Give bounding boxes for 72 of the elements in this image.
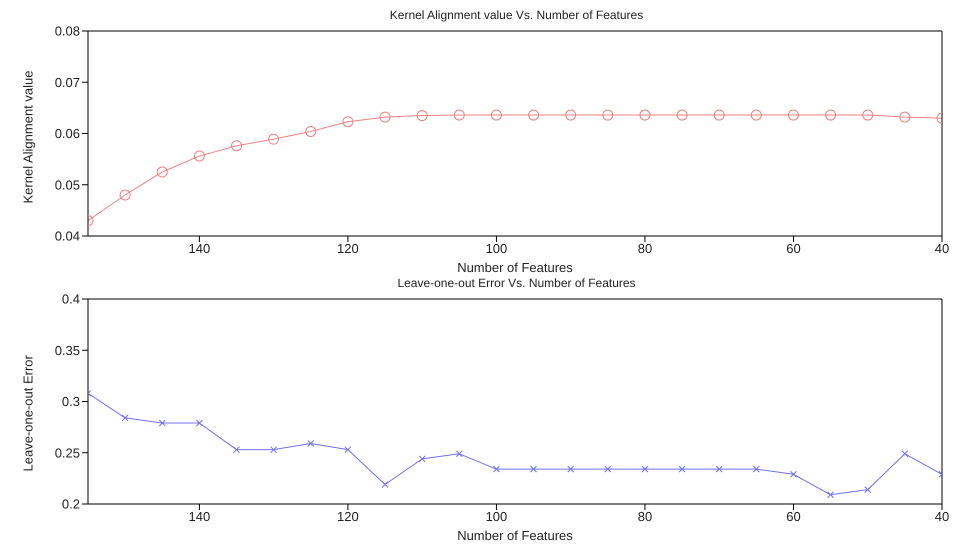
x-tick-label: 40	[934, 509, 950, 524]
point	[567, 466, 574, 473]
x-tick-label: 100	[486, 509, 508, 524]
point	[456, 450, 463, 458]
point	[602, 110, 614, 121]
point	[752, 466, 760, 473]
point	[604, 466, 612, 473]
point	[788, 110, 799, 121]
point	[790, 470, 797, 478]
y-tick-label: 0.2	[62, 496, 80, 512]
point	[492, 466, 500, 473]
point	[194, 150, 205, 162]
y-tick-label: 0.4	[62, 292, 80, 307]
y-tick-label: 0.04	[54, 228, 80, 244]
x-axis-title: Number of Features	[457, 528, 574, 543]
point	[750, 110, 762, 121]
point	[862, 110, 874, 121]
point	[714, 110, 725, 121]
point	[418, 455, 426, 462]
y-tick-label: 0.35	[54, 342, 80, 358]
point	[864, 486, 872, 494]
point	[231, 140, 242, 152]
x-tick-label: 120	[337, 241, 359, 256]
y-tick-label: 0.06	[54, 126, 80, 142]
x-tick-label: 140	[188, 509, 210, 524]
x-tick-label: 120	[337, 509, 359, 524]
point	[641, 466, 648, 473]
x-tick-label: 80	[638, 509, 652, 524]
chart-title: Leave-one-out Error Vs. Number of Features	[396, 276, 637, 292]
point	[268, 134, 280, 145]
x-tick-label: 80	[638, 241, 652, 256]
x-tick-label: 40	[934, 241, 950, 256]
x-axis-title: Number of Features	[457, 260, 574, 275]
y-tick-label: 0.3	[62, 394, 80, 410]
y-axis-title: Kernel Alignment value	[20, 70, 36, 204]
y-tick-label: 0.08	[54, 24, 80, 39]
point	[827, 491, 834, 498]
point	[120, 190, 131, 200]
x-tick-label: 140	[188, 241, 210, 256]
point	[676, 110, 688, 121]
point	[899, 112, 910, 123]
x-tick-label: 60	[786, 509, 801, 524]
point	[639, 110, 650, 121]
point	[490, 110, 502, 121]
point	[305, 126, 316, 137]
point	[416, 110, 428, 122]
point	[270, 446, 278, 454]
x-tick-label: 100	[486, 241, 508, 256]
y-tick-label: 0.25	[54, 445, 80, 460]
point	[716, 466, 723, 473]
y-tick-label: 0.07	[54, 74, 80, 90]
x-tick-label: 60	[786, 241, 801, 256]
chart-title: Kernel Alignment value Vs. Number of Features	[388, 8, 644, 24]
point	[678, 466, 686, 473]
point	[156, 166, 168, 178]
point	[158, 420, 166, 427]
point	[380, 112, 391, 123]
point	[528, 110, 540, 121]
point	[901, 450, 908, 458]
point	[344, 446, 352, 454]
point	[196, 420, 203, 427]
point	[342, 116, 354, 128]
point	[122, 414, 129, 422]
point	[307, 440, 314, 448]
y-axis-title: Leave-one-out Error	[20, 354, 36, 472]
y-tick-label: 0.05	[54, 177, 80, 192]
point	[825, 110, 836, 121]
point	[233, 446, 240, 454]
point	[530, 466, 538, 473]
point	[382, 481, 389, 488]
point	[565, 110, 576, 121]
point	[454, 110, 465, 121]
